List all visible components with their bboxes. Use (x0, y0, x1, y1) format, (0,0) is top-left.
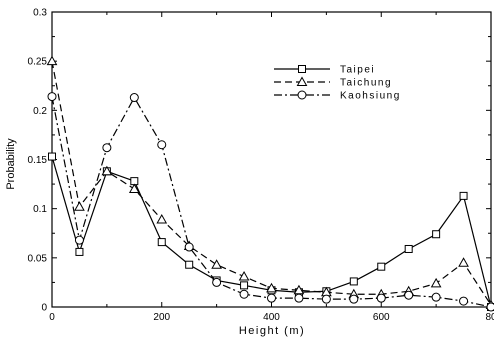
data-point-kaohsiung (321, 294, 331, 304)
x-axis-title: Height (m) (239, 325, 305, 337)
x-tick-label: 0 (49, 312, 55, 323)
data-point-taichung (211, 259, 222, 269)
data-point-taichung (156, 213, 168, 224)
data-point-taichung (101, 165, 113, 176)
data-point-kaohsiung (47, 92, 57, 102)
legend-label-taichung: Taichung (340, 78, 392, 89)
data-point-kaohsiung (239, 289, 249, 299)
y-tick-label: 0.1 (33, 204, 47, 215)
data-point-kaohsiung (267, 293, 276, 303)
x-tick-label: 80 (485, 312, 494, 323)
series-line-taichung (51, 61, 492, 306)
y-tick-label: 0.25 (28, 57, 48, 68)
legend-marker-kaohsiung (297, 90, 307, 100)
data-point-taipei (157, 238, 166, 247)
x-tick-label: 600 (373, 312, 390, 323)
data-point-kaohsiung (349, 294, 359, 304)
y-axis-title: Probability (5, 138, 17, 190)
data-point-taipei (185, 260, 194, 269)
data-point-taipei (349, 277, 358, 286)
data-point-kaohsiung (376, 293, 386, 303)
legend-label-taipei: Taipei (340, 65, 375, 76)
data-point-kaohsiung (486, 302, 494, 312)
data-point-taichung (238, 270, 250, 281)
plot-area (51, 11, 492, 308)
y-tick-label: 0.05 (28, 253, 48, 264)
y-tick-label: 0.15 (28, 155, 48, 166)
data-point-kaohsiung (184, 242, 194, 252)
data-point-taipei (404, 244, 413, 253)
legend: Taipei Taichung Kaohsiung (274, 65, 401, 102)
series-lines (46, 55, 494, 312)
x-tick-label: 200 (153, 312, 170, 323)
legend-marker-taichung (296, 76, 308, 86)
legend-label-kaohsiung: Kaohsiung (340, 91, 401, 102)
data-point-taipei (75, 247, 84, 256)
data-point-kaohsiung (102, 143, 112, 153)
data-point-kaohsiung (129, 93, 139, 103)
y-tick-label: 0.3 (33, 8, 47, 19)
data-point-kaohsiung (431, 292, 441, 302)
data-point-kaohsiung (74, 235, 84, 245)
data-point-taipei (377, 262, 386, 271)
data-point-taichung (46, 55, 58, 66)
data-point-kaohsiung (459, 296, 469, 306)
legend-marker-taipei (298, 65, 306, 73)
data-point-kaohsiung (157, 140, 167, 150)
data-point-taipei (459, 191, 468, 200)
y-tick-label: 0 (41, 303, 47, 314)
data-point-kaohsiung (212, 277, 222, 287)
data-point-taichung (430, 277, 442, 288)
data-point-taichung (128, 183, 140, 193)
data-point-taichung (458, 257, 469, 267)
data-point-taichung (74, 201, 85, 211)
data-point-kaohsiung (404, 290, 414, 300)
data-point-taipei (432, 230, 441, 239)
y-tick-label: 0.2 (33, 106, 47, 117)
plot-frame (51, 11, 492, 308)
x-tick-label: 400 (263, 312, 280, 323)
data-point-taichung (266, 282, 277, 293)
series-line-kaohsiung (51, 96, 492, 308)
data-point-taipei (48, 152, 56, 161)
data-point-taipei (240, 281, 249, 290)
data-point-kaohsiung (294, 293, 304, 303)
